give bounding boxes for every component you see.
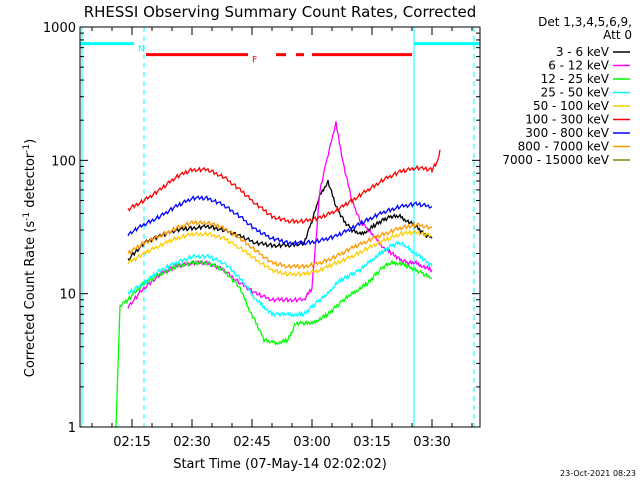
y-axis-label-exp2: -1 (22, 144, 32, 153)
y-axis-label-main: Corrected Count Rate (s (23, 221, 38, 378)
legend-header-2: Att 0 (603, 28, 632, 42)
y-axis-label-end: ) (23, 139, 38, 144)
plot-frame (79, 26, 481, 428)
legend-entry-8: 7000 - 15000 keV (502, 153, 609, 167)
legend-entry-4: 50 - 100 keV (533, 99, 610, 113)
y-tick-label-2: 100 (51, 154, 76, 169)
y-axis-ticks: 1 10 100 1000 (43, 21, 480, 436)
flag-N-label: N (138, 45, 145, 55)
x-tick-label-1: 02:30 (173, 435, 210, 450)
x-tick-label-3: 03:00 (293, 435, 330, 450)
x-tick-label-0: 02:15 (113, 435, 150, 450)
y-tick-label-0: 1 (68, 421, 76, 436)
legend-entry-5: 100 - 300 keV (525, 113, 609, 127)
legend-entry-2: 12 - 25 keV (541, 72, 610, 86)
series-line-7 (127, 219, 433, 270)
y-axis-label: Corrected Count Rate (s-1 detector-1) (22, 139, 38, 377)
y-tick-label-3: 1000 (43, 21, 76, 36)
y-axis-label-exp1: -1 (22, 212, 32, 221)
legend-entry-7: 800 - 7000 keV (518, 140, 610, 154)
series-line-0 (127, 179, 433, 262)
footer-date: 23-Oct-2021 08:23 (560, 469, 636, 478)
series-line-5 (127, 149, 441, 225)
series-line-3 (127, 240, 433, 318)
x-axis-label: Start Time (07-May-14 02:02:02) (173, 457, 387, 472)
series-line-4 (127, 229, 433, 278)
x-axis-ticks: 02:15 02:30 02:45 03:00 03:15 03:30 (91, 27, 473, 450)
legend-entry-1: 6 - 12 keV (548, 59, 610, 73)
legend-entry-3: 25 - 50 keV (541, 86, 610, 100)
series-line-1 (127, 121, 433, 309)
legend-entry-6: 300 - 800 keV (525, 126, 609, 140)
legend-header-1: Det 1,3,4,5,6,9, (538, 15, 632, 29)
y-tick-label-1: 10 (59, 288, 76, 303)
series-line-2 (115, 259, 433, 428)
y-axis-label-mid: detector (23, 152, 38, 212)
chart-title: RHESSI Observing Summary Count Rates, Co… (84, 3, 477, 21)
x-tick-label-2: 02:45 (233, 435, 270, 450)
legend-entry-0: 3 - 6 keV (556, 45, 610, 59)
flag-F-label: F (252, 56, 257, 66)
x-tick-label-4: 03:15 (353, 435, 390, 450)
series-line-6 (127, 194, 433, 247)
plot-marks: NF (80, 27, 480, 428)
x-tick-label-5: 03:30 (413, 435, 450, 450)
